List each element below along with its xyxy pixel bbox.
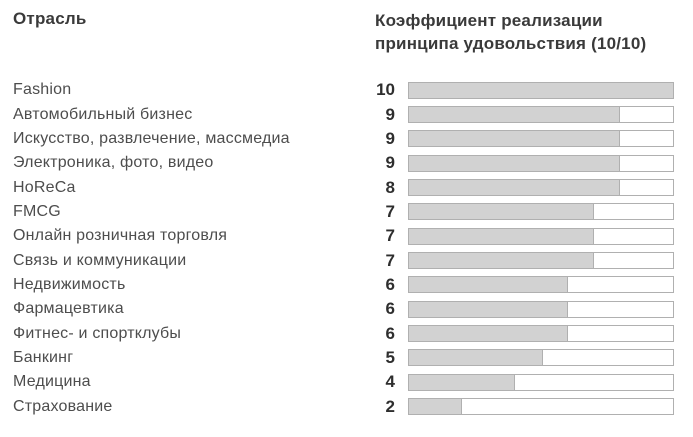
- bar-track: [408, 130, 674, 148]
- coefficient-value: 7: [385, 201, 395, 221]
- bar-track: [408, 373, 674, 391]
- chart-row: Автомобильный бизнес 9: [13, 102, 674, 126]
- bar-track: [408, 106, 674, 124]
- chart-row: FMCG 7: [13, 200, 674, 224]
- bar-track: [408, 349, 674, 367]
- chart-row: Онлайн розничная торговля 7: [13, 224, 674, 248]
- industry-label: Банкинг: [13, 348, 74, 366]
- bar-fill: [409, 131, 621, 147]
- industry-label: Электроника, фото, видео: [13, 154, 214, 172]
- coefficient-value: 8: [385, 177, 395, 197]
- coefficient-value: 9: [385, 153, 395, 173]
- chart-row: Банкинг 5: [13, 346, 674, 370]
- industry-label: HoReCa: [13, 178, 76, 196]
- coefficient-value: 5: [385, 347, 395, 367]
- chart-row: Связь и коммуникации 7: [13, 248, 674, 272]
- industry-label: Медицина: [13, 373, 91, 391]
- chart-row: Недвижимость 6: [13, 273, 674, 297]
- chart-row: Страхование 2: [13, 394, 674, 418]
- bar-track: [408, 227, 674, 245]
- bar-fill: [409, 107, 621, 123]
- coefficient-value: 6: [385, 323, 395, 343]
- industry-label: Недвижимость: [13, 275, 126, 293]
- industry-label: Онлайн розничная торговля: [13, 227, 228, 245]
- coefficient-header-line-1: Коэффициент реализации: [375, 11, 603, 30]
- coefficient-header-line-2: принципа удовольствия (10/10): [375, 34, 647, 53]
- industry-label: Автомобильный бизнес: [13, 105, 193, 123]
- chart-rows: Fashion 10 Автомобильный бизнес 9 Искусс…: [13, 78, 674, 419]
- coefficient-value: 10: [376, 80, 395, 100]
- bar-fill: [409, 350, 543, 366]
- coefficient-value: 6: [385, 274, 395, 294]
- bar-track: [408, 398, 674, 416]
- coefficient-value: 7: [385, 250, 395, 270]
- industry-label: Fashion: [13, 81, 72, 99]
- chart-row: Медицина 4: [13, 370, 674, 394]
- bar-fill: [409, 253, 594, 269]
- bar-fill: [409, 204, 594, 220]
- chart-row: Fashion 10: [13, 78, 674, 102]
- industry-label: Фитнес- и спортклубы: [13, 324, 182, 342]
- bar-track: [408, 252, 674, 270]
- industry-label: FMCG: [13, 202, 61, 220]
- chart-row: Фармацевтика 6: [13, 297, 674, 321]
- chart-row: Фитнес- и спортклубы 6: [13, 321, 674, 345]
- coefficient-value: 4: [385, 372, 395, 392]
- bar-fill: [409, 180, 621, 196]
- chart-row: Искусство, развлечение, массмедиа 9: [13, 127, 674, 151]
- chart-row: HoReCa 8: [13, 175, 674, 199]
- bar-fill: [409, 277, 569, 293]
- chart-row: Электроника, фото, видео 9: [13, 151, 674, 175]
- bar-fill: [409, 155, 621, 171]
- bar-fill: [409, 301, 569, 317]
- bar-fill: [409, 399, 463, 415]
- coefficient-value: 9: [385, 104, 395, 124]
- bar-track: [408, 300, 674, 318]
- industry-label: Страхование: [13, 397, 113, 415]
- bar-track: [408, 325, 674, 343]
- bar-track: [408, 81, 674, 99]
- column-header-coefficient: Коэффициент реализации принципа удовольс…: [375, 9, 687, 55]
- industry-label: Фармацевтика: [13, 300, 124, 318]
- bar-fill: [409, 326, 569, 342]
- coefficient-value: 6: [385, 299, 395, 319]
- coefficient-value: 7: [385, 226, 395, 246]
- coefficient-value: 9: [385, 128, 395, 148]
- industry-label: Связь и коммуникации: [13, 251, 187, 269]
- bar-fill: [409, 374, 516, 390]
- coefficient-value: 2: [385, 396, 395, 416]
- bar-track: [408, 276, 674, 294]
- bar-fill: [409, 82, 673, 98]
- bar-track: [408, 203, 674, 221]
- bar-fill: [409, 228, 594, 244]
- bar-track: [408, 154, 674, 172]
- column-header-industry: Отрасль: [13, 9, 87, 28]
- bar-track: [408, 179, 674, 197]
- industry-label: Искусство, развлечение, массмедиа: [13, 129, 290, 147]
